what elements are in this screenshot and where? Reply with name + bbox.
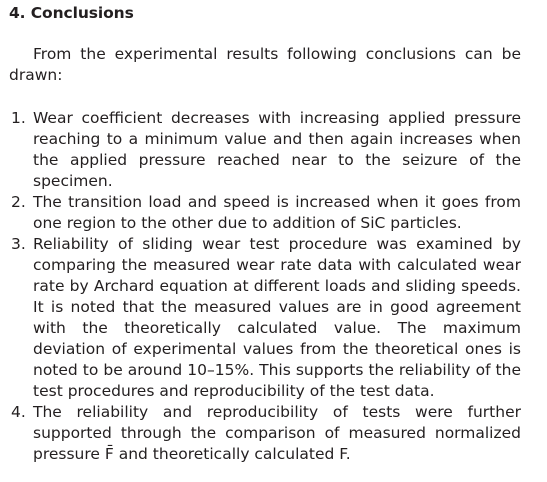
list-item-number: 4. xyxy=(11,403,26,421)
section-heading: 4. Conclusions xyxy=(9,4,134,22)
list-item: 2. The transition load and speed is incr… xyxy=(9,192,521,234)
list-item-text: Wear coefficient decreases with increasi… xyxy=(33,109,521,190)
list-item: 4. The reliability and reproducibility o… xyxy=(9,402,521,465)
list-item-number: 3. xyxy=(11,235,26,253)
list-item-text: The reliability and reproducibility of t… xyxy=(33,403,521,463)
conclusions-list: 1. Wear coefficient decreases with incre… xyxy=(9,108,521,465)
list-item-number: 1. xyxy=(11,109,26,127)
intro-paragraph: From the experimental results following … xyxy=(9,45,521,84)
list-item-text: Reliability of sliding wear test procedu… xyxy=(33,235,521,400)
list-item: 1. Wear coefficient decreases with incre… xyxy=(9,108,521,192)
list-item-number: 2. xyxy=(11,193,26,211)
list-item-text: The transition load and speed is increas… xyxy=(33,193,521,232)
paper-section: 4. Conclusions From the experimental res… xyxy=(9,3,521,465)
list-item: 3. Reliability of sliding wear test proc… xyxy=(9,234,521,402)
